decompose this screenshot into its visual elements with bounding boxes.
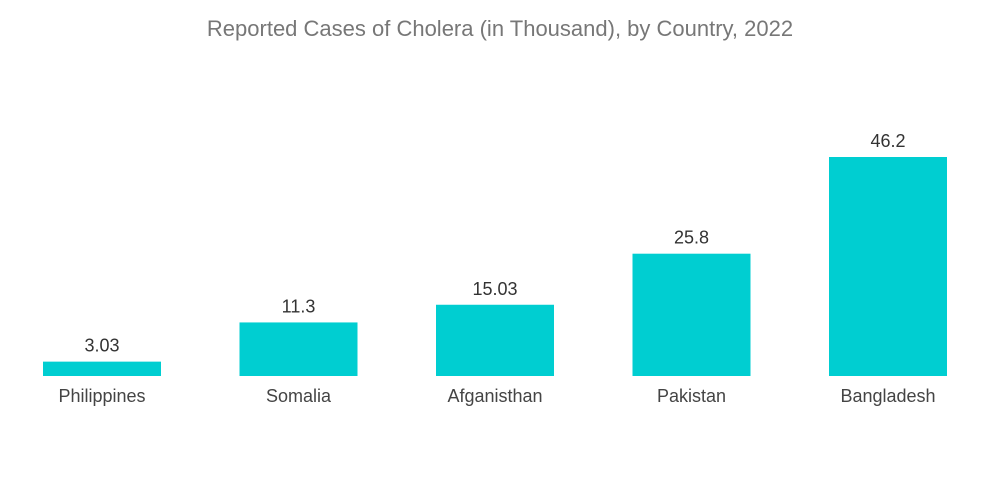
bar-pakistan bbox=[632, 253, 751, 376]
value-label-somalia: 11.3 bbox=[282, 296, 316, 316]
bar-somalia bbox=[239, 322, 358, 376]
category-labels-group: Philippines Somalia Afganisthan Pakistan Ban… bbox=[58, 386, 935, 406]
bars-group bbox=[43, 157, 947, 376]
category-label-philippines: Philippines bbox=[58, 386, 145, 406]
category-label-somalia: Somalia bbox=[266, 386, 332, 406]
value-label-pakistan: 25.8 bbox=[674, 228, 709, 248]
bar-afganisthan bbox=[436, 304, 554, 376]
chart-title: Reported Cases of Cholera (in Thousand),… bbox=[206, 16, 794, 41]
bar-bangladesh bbox=[829, 157, 947, 376]
value-label-philippines: 3.03 bbox=[84, 336, 119, 356]
category-label-bangladesh: Bangladesh bbox=[840, 386, 935, 406]
value-labels-group: 3.03 11.3 15.03 25.8 46.2 bbox=[84, 131, 905, 356]
value-label-bangladesh: 46.2 bbox=[870, 131, 905, 151]
category-label-afganisthan: Afganisthan bbox=[447, 386, 542, 406]
category-label-pakistan: Pakistan bbox=[657, 386, 726, 406]
bar-philippines bbox=[43, 361, 161, 376]
value-label-afganisthan: 15.03 bbox=[472, 279, 517, 299]
